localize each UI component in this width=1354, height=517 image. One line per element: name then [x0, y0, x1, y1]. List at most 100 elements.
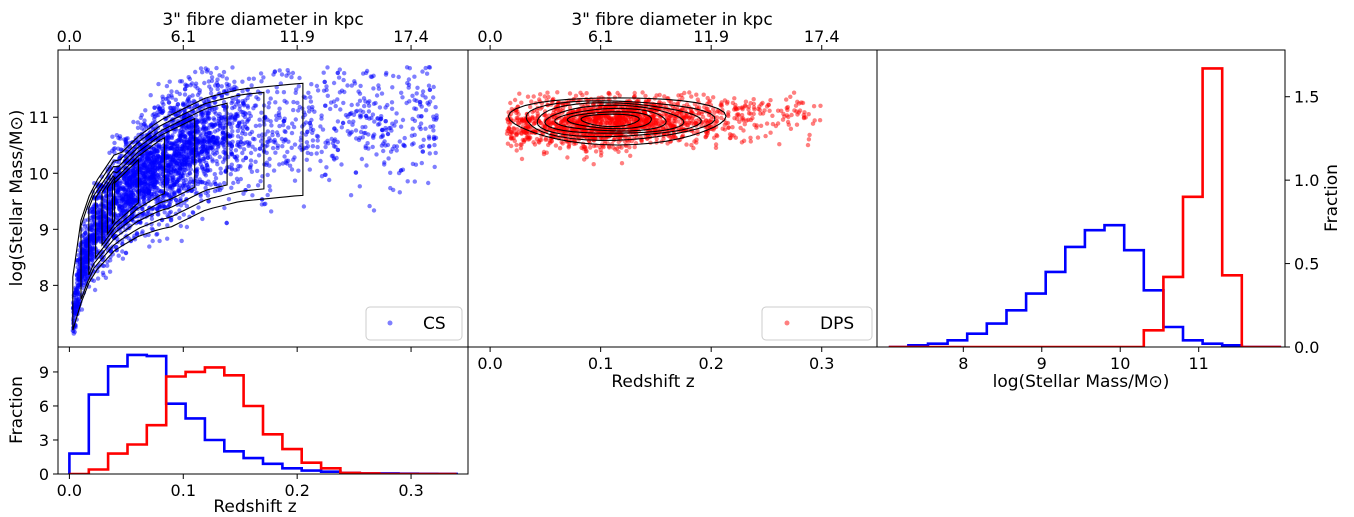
point-cs — [118, 180, 124, 185]
point-cs — [412, 74, 417, 79]
point-dps — [542, 94, 547, 99]
point-cs — [347, 119, 352, 125]
point-cs — [289, 167, 295, 172]
point-cs — [89, 258, 95, 263]
point-dps — [801, 115, 807, 121]
point-cs — [414, 91, 419, 96]
point-cs — [230, 65, 235, 70]
point-cs — [233, 148, 239, 153]
point-cs — [139, 126, 145, 131]
point-cs — [253, 159, 258, 164]
point-dps — [572, 115, 577, 121]
point-cs — [202, 118, 208, 123]
point-cs — [223, 148, 228, 153]
point-cs — [427, 65, 433, 70]
point-cs — [325, 93, 330, 99]
point-dps — [632, 144, 637, 150]
legend-marker-cs — [387, 320, 393, 326]
point-cs — [273, 150, 278, 155]
point-cs — [172, 140, 177, 145]
point-cs — [410, 126, 415, 131]
point-dps — [727, 135, 733, 141]
point-cs — [301, 204, 307, 209]
point-cs — [376, 83, 381, 88]
point-cs — [188, 162, 193, 167]
point-dps — [511, 126, 516, 131]
point-cs — [249, 83, 254, 88]
point-cs — [187, 179, 192, 185]
point-cs — [186, 185, 191, 190]
point-cs — [171, 182, 177, 187]
point-cs — [271, 168, 277, 173]
point-cs — [157, 175, 162, 180]
point-cs — [337, 67, 342, 72]
point-dps — [768, 130, 773, 135]
point-cs — [102, 214, 107, 219]
point-cs — [108, 258, 113, 263]
point-cs — [126, 177, 132, 182]
point-cs — [361, 96, 367, 101]
point-cs — [259, 110, 264, 115]
point-cs — [79, 274, 84, 279]
point-dps — [538, 92, 543, 97]
point-cs — [405, 179, 410, 184]
point-cs — [305, 129, 310, 134]
point-cs — [291, 99, 296, 105]
point-dps — [794, 122, 800, 127]
point-cs — [158, 189, 163, 194]
point-cs — [156, 222, 162, 227]
point-dps — [810, 121, 816, 126]
point-cs — [345, 83, 350, 88]
point-dps — [714, 119, 720, 124]
point-cs — [285, 149, 290, 155]
point-cs — [274, 117, 279, 123]
point-cs — [221, 69, 227, 75]
point-dps — [711, 95, 716, 100]
point-dps — [760, 111, 766, 116]
point-dps — [662, 94, 667, 99]
point-cs — [289, 145, 294, 150]
point-dps — [793, 103, 799, 108]
point-cs — [202, 80, 207, 86]
point-cs — [186, 96, 191, 101]
point-cs — [353, 128, 359, 133]
point-cs — [253, 123, 259, 129]
point-cs — [210, 157, 215, 162]
point-cs — [310, 138, 316, 143]
point-cs — [354, 108, 360, 114]
density-contours-cs — [72, 82, 304, 331]
point-cs — [82, 218, 88, 223]
point-cs — [265, 172, 270, 178]
point-cs — [377, 105, 383, 110]
point-cs — [322, 79, 327, 85]
point-dps — [593, 149, 599, 154]
point-cs — [379, 127, 385, 133]
point-cs — [116, 253, 121, 258]
point-cs — [296, 84, 301, 89]
point-cs — [417, 124, 422, 130]
point-cs — [248, 166, 253, 171]
point-cs — [235, 111, 240, 117]
point-cs — [119, 196, 124, 201]
point-cs — [95, 210, 101, 215]
point-cs — [235, 100, 241, 105]
point-cs — [197, 90, 202, 95]
point-cs — [276, 113, 282, 118]
point-cs — [178, 223, 183, 229]
point-cs — [233, 96, 239, 102]
point-cs — [385, 142, 391, 148]
point-cs — [281, 90, 287, 95]
point-cs — [157, 238, 162, 244]
point-cs — [114, 221, 119, 226]
point-cs — [92, 231, 98, 236]
point-cs — [361, 71, 366, 76]
point-cs — [240, 79, 245, 84]
point-cs — [202, 139, 207, 144]
point-cs — [150, 113, 155, 118]
point-cs — [427, 136, 432, 141]
point-cs — [318, 124, 323, 129]
point-cs — [363, 124, 368, 130]
point-cs — [294, 87, 299, 92]
point-cs — [107, 269, 113, 274]
point-cs — [270, 132, 275, 138]
